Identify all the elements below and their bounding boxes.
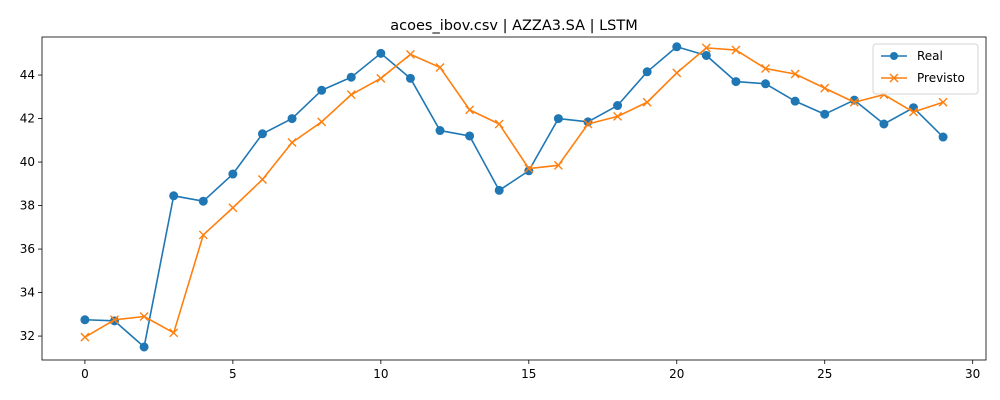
- legend-label-previsto: Previsto: [917, 71, 965, 85]
- point-real: [228, 169, 238, 179]
- point-real: [731, 77, 741, 87]
- point-previsto: [524, 164, 534, 174]
- point-real: [494, 185, 504, 195]
- point-real: [139, 342, 149, 352]
- y-tick-label: 34: [20, 286, 35, 300]
- point-real: [820, 109, 830, 119]
- point-previsto: [346, 90, 356, 100]
- x-tick-label: 5: [229, 367, 237, 381]
- point-previsto: [613, 111, 623, 121]
- point-real: [376, 48, 386, 58]
- point-real: [672, 42, 682, 52]
- point-real: [80, 315, 90, 325]
- y-tick-label: 38: [20, 199, 35, 213]
- point-previsto: [553, 160, 563, 170]
- point-previsto: [465, 105, 475, 115]
- legend-marker-real: [890, 52, 898, 60]
- point-previsto: [583, 119, 593, 129]
- y-tick-label: 36: [20, 242, 35, 256]
- point-previsto: [761, 64, 771, 74]
- point-previsto: [790, 69, 800, 79]
- point-real: [465, 131, 475, 141]
- point-previsto: [228, 203, 238, 213]
- y-tick-label: 44: [20, 68, 35, 82]
- point-previsto: [287, 137, 297, 147]
- point-real: [553, 114, 563, 124]
- point-previsto: [909, 107, 918, 117]
- point-previsto: [820, 83, 830, 93]
- point-previsto: [435, 62, 445, 72]
- point-previsto: [494, 119, 504, 129]
- x-tick-label: 25: [817, 367, 832, 381]
- point-real: [790, 96, 800, 106]
- point-real: [761, 79, 771, 89]
- series-line-real: [84, 45, 944, 348]
- x-tick-label: 0: [81, 367, 89, 381]
- point-previsto: [376, 73, 386, 83]
- axes-frame: [41, 36, 987, 361]
- legend: Real Previsto: [872, 43, 979, 95]
- point-real: [642, 67, 652, 77]
- point-real: [435, 126, 445, 136]
- point-real: [613, 101, 623, 111]
- point-previsto: [317, 117, 327, 127]
- point-real: [701, 50, 711, 60]
- plot-area: [80, 42, 948, 352]
- point-previsto: [672, 68, 682, 78]
- point-real: [317, 85, 327, 95]
- x-tick-label: 20: [669, 367, 684, 381]
- point-previsto: [169, 328, 179, 338]
- point-previsto: [849, 97, 859, 107]
- point-real: [405, 73, 415, 83]
- point-previsto: [938, 97, 948, 107]
- x-tick-label: 30: [965, 367, 980, 381]
- point-previsto: [701, 43, 711, 53]
- point-real: [287, 114, 297, 124]
- x-tick-label: 10: [373, 367, 388, 381]
- point-previsto: [405, 49, 415, 59]
- axes: 0 5 10 15 20 25 30 32 34 36 38 40 42 44: [20, 36, 987, 381]
- point-real: [257, 129, 267, 139]
- point-real: [169, 191, 179, 201]
- point-previsto: [731, 45, 741, 55]
- y-tick-label: 42: [20, 112, 35, 126]
- x-tick-label: 15: [521, 367, 536, 381]
- point-real: [198, 196, 208, 206]
- point-real: [879, 119, 889, 129]
- point-previsto: [257, 174, 267, 184]
- point-previsto: [642, 97, 652, 107]
- point-previsto: [80, 332, 90, 342]
- legend-label-real: Real: [917, 49, 943, 63]
- point-real: [938, 132, 948, 142]
- chart-title: acoes_ibov.csv | AZZA3.SA | LSTM: [390, 18, 638, 34]
- point-real: [346, 72, 356, 82]
- point-previsto: [139, 312, 149, 321]
- legend-marker-previsto: [889, 73, 899, 83]
- y-tick-label: 32: [20, 329, 35, 343]
- y-tick-label: 40: [20, 155, 35, 169]
- point-previsto: [198, 230, 208, 240]
- point-previsto: [110, 315, 119, 325]
- series-line-previsto: [84, 47, 944, 338]
